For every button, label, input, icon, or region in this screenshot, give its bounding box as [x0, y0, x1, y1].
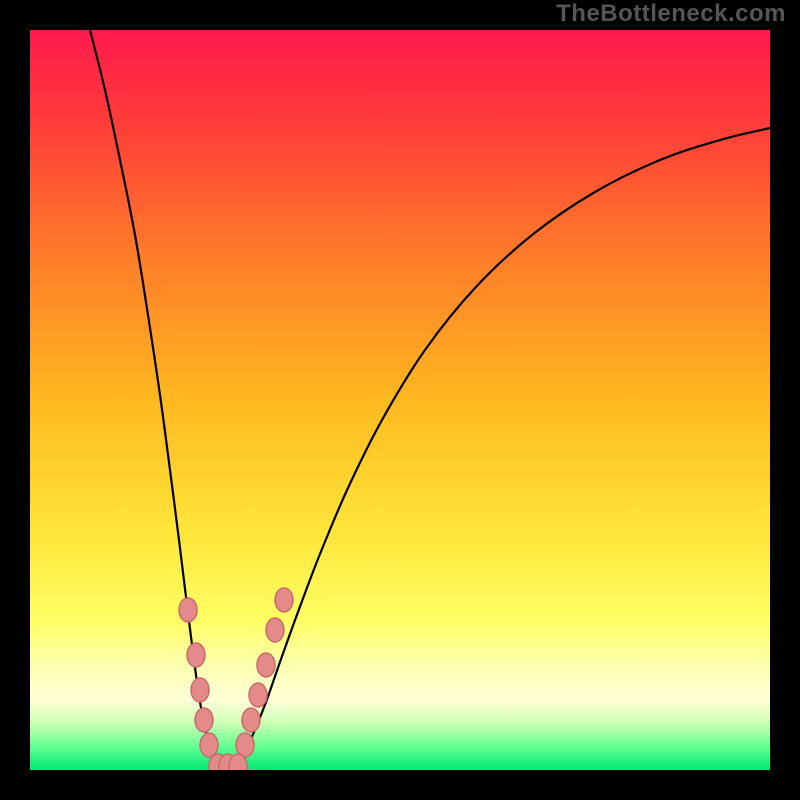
- marker-right-5: [275, 588, 293, 612]
- marker-right-4: [266, 618, 284, 642]
- marker-left-0: [179, 598, 197, 622]
- marker-bottom-2: [229, 754, 247, 778]
- marker-right-3: [257, 653, 275, 677]
- marker-right-1: [242, 708, 260, 732]
- marker-left-1: [187, 643, 205, 667]
- bottleneck-chart: [0, 0, 800, 800]
- marker-left-4: [200, 733, 218, 757]
- chart-container: TheBottleneck.com: [0, 0, 800, 800]
- watermark-text: TheBottleneck.com: [556, 0, 786, 28]
- marker-right-2: [249, 683, 267, 707]
- marker-left-3: [195, 708, 213, 732]
- plot-background: [30, 30, 770, 770]
- marker-left-2: [191, 678, 209, 702]
